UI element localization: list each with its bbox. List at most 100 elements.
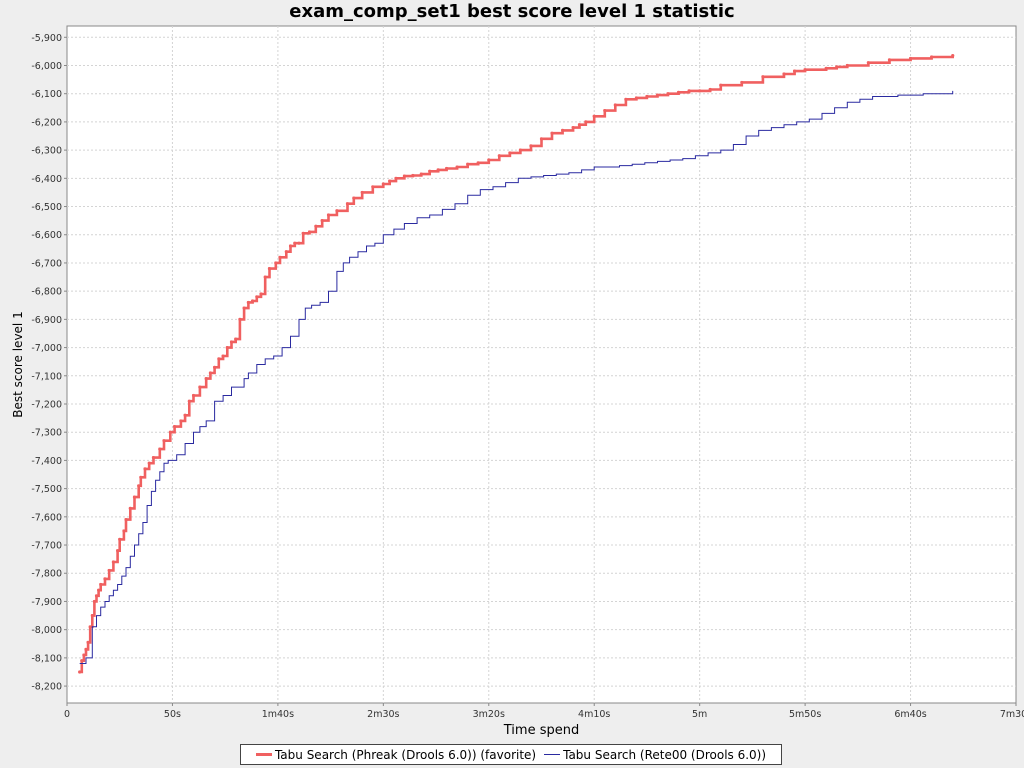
data-point	[887, 58, 892, 62]
data-point	[419, 172, 423, 176]
plot-background	[66, 25, 1017, 704]
data-point	[92, 599, 97, 604]
data-point	[158, 447, 162, 451]
data-point	[792, 69, 797, 73]
data-point	[476, 161, 480, 165]
x-tick-label: 3m20s	[473, 709, 505, 720]
data-point	[225, 345, 229, 350]
data-point	[246, 300, 250, 305]
data-point	[655, 93, 660, 97]
data-point	[518, 148, 523, 152]
y-tick-label: -7,800	[31, 569, 62, 580]
data-point	[803, 68, 807, 72]
data-point	[307, 230, 312, 234]
data-point	[497, 154, 501, 158]
data-point	[147, 461, 151, 465]
data-point	[288, 244, 293, 248]
data-point	[466, 162, 470, 166]
y-tick-label: -6,500	[31, 202, 62, 213]
data-point	[99, 582, 103, 587]
data-point	[116, 549, 120, 553]
data-point	[708, 87, 712, 92]
legend: Tabu Search (Phreak (Drools 6.0)) (favor…	[240, 744, 782, 765]
data-point	[487, 158, 491, 162]
data-point	[263, 275, 267, 279]
data-point	[360, 190, 364, 195]
data-point	[111, 560, 115, 564]
data-point	[128, 506, 132, 510]
data-point	[624, 97, 628, 101]
y-tick-label: -8,200	[31, 682, 62, 693]
x-axis-label: Time spend	[503, 723, 579, 738]
data-point	[143, 467, 147, 471]
axes: -5,900 -6,000 -6,100 -6,200 -6,300 -6,400 -6,5…	[31, 33, 1024, 720]
data-point	[428, 169, 432, 173]
data-point	[187, 399, 191, 403]
legend-swatch-rete00	[544, 754, 561, 755]
y-tick-label: -8,000	[31, 625, 62, 636]
data-point	[162, 439, 166, 443]
data-point	[191, 393, 196, 398]
x-tick-label: 5m50s	[789, 709, 821, 720]
data-point	[824, 66, 828, 70]
data-point	[198, 385, 202, 389]
series-1	[79, 90, 954, 664]
data-point	[255, 295, 259, 299]
data-point	[284, 250, 288, 254]
data-point	[82, 653, 86, 657]
y-tick-label: -8,100	[31, 653, 62, 664]
data-point	[603, 109, 607, 113]
data-point	[90, 613, 94, 618]
data-point	[151, 455, 156, 460]
y-tick-label: -6,100	[31, 89, 62, 100]
y-tick-label: -6,400	[31, 174, 62, 185]
x-tick-label: 50s	[164, 709, 181, 720]
data-point	[86, 640, 90, 644]
data-point	[381, 182, 385, 186]
y-tick-label: -7,000	[31, 343, 62, 354]
data-point	[352, 196, 356, 200]
data-point	[314, 224, 318, 228]
data-point	[592, 114, 596, 118]
data-point	[124, 518, 128, 522]
data-point	[97, 588, 101, 592]
y-tick-label: -6,000	[31, 61, 62, 72]
data-point	[761, 75, 765, 79]
legend-label-phreak: Tabu Search (Phreak (Drools 6.0)) (favor…	[274, 747, 537, 762]
data-point	[719, 83, 723, 87]
data-point	[234, 337, 238, 341]
data-point	[571, 125, 575, 130]
y-tick-label: -7,400	[31, 456, 62, 467]
data-point	[297, 241, 301, 245]
y-tick-label: -6,900	[31, 315, 62, 326]
legend-swatch-phreak	[255, 753, 272, 756]
data-point	[274, 261, 278, 265]
data-point	[172, 424, 177, 429]
data-point	[229, 340, 234, 344]
data-point	[411, 173, 415, 178]
data-point	[740, 80, 744, 85]
x-tick-label: 6m40s	[894, 709, 926, 720]
y-tick-label: -7,600	[31, 512, 62, 523]
y-tick-label: -7,700	[31, 541, 62, 552]
data-point	[908, 56, 913, 61]
data-point	[217, 357, 221, 361]
data-point	[445, 166, 449, 171]
grid-lines	[67, 26, 1016, 703]
data-point	[584, 120, 588, 124]
y-tick-label: -6,600	[31, 230, 62, 241]
data-point	[455, 165, 459, 169]
data-point	[326, 213, 331, 217]
data-point	[107, 568, 111, 573]
data-point	[687, 89, 691, 93]
data-point	[301, 231, 305, 235]
data-point	[122, 529, 126, 533]
data-point	[259, 292, 263, 296]
data-point	[238, 317, 242, 321]
data-point	[613, 103, 617, 107]
legend-label-rete00: Tabu Search (Rete00 (Drools 6.0))	[563, 747, 767, 762]
y-tick-label: -7,200	[31, 399, 62, 410]
data-point	[139, 475, 143, 479]
y-axis-label: Best score level 1	[11, 311, 25, 417]
data-point	[267, 266, 272, 271]
